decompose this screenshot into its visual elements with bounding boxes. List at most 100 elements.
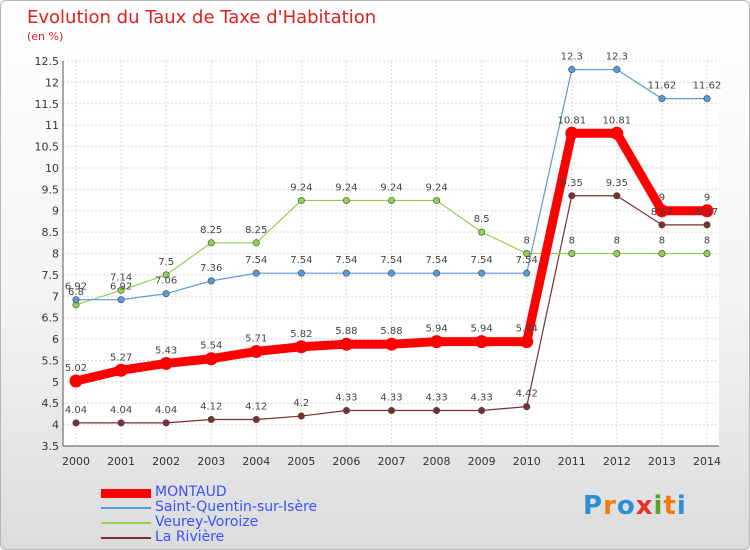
series-point-1 xyxy=(613,66,621,74)
series-point-1 xyxy=(207,277,215,285)
series-point-0 xyxy=(475,335,489,349)
data-label-0: 5.94 xyxy=(471,324,493,335)
series-point-3 xyxy=(72,419,80,427)
data-label-2: 7.5 xyxy=(158,257,174,268)
data-label-2: 8.25 xyxy=(200,225,222,236)
series-point-2 xyxy=(613,250,621,258)
series-point-1 xyxy=(433,269,441,277)
y-tick-label: 12.5 xyxy=(35,55,60,68)
data-label-2: 8 xyxy=(659,236,665,247)
x-tick-label: 2002 xyxy=(152,455,180,468)
data-label-0: 9 xyxy=(659,193,665,204)
series-point-0 xyxy=(114,363,128,377)
series-point-0 xyxy=(610,126,624,140)
data-label-3: 4.04 xyxy=(110,405,132,416)
data-label-0: 10.81 xyxy=(557,115,586,126)
series-point-2 xyxy=(297,196,305,204)
series-point-0 xyxy=(69,374,83,388)
data-label-2: 8 xyxy=(569,236,575,247)
y-tick-label: 10 xyxy=(45,162,59,175)
y-tick-label: 8 xyxy=(52,248,59,261)
y-tick-label: 6.5 xyxy=(42,312,60,325)
series-point-1 xyxy=(658,95,666,103)
series-point-0 xyxy=(430,335,444,349)
data-label-3: 8.67 xyxy=(651,207,673,218)
series-point-0 xyxy=(520,335,534,349)
x-tick-label: 2007 xyxy=(378,455,406,468)
data-label-2: 8 xyxy=(614,236,620,247)
series-point-3 xyxy=(433,406,441,414)
y-tick-label: 6 xyxy=(52,333,59,346)
data-label-3: 4.33 xyxy=(380,392,402,403)
data-label-2: 9.24 xyxy=(290,182,312,193)
data-label-2: 6.8 xyxy=(68,287,84,298)
x-tick-label: 2006 xyxy=(332,455,360,468)
series-point-0 xyxy=(565,126,579,140)
series-point-3 xyxy=(658,221,666,229)
series-point-0 xyxy=(294,340,308,354)
series-point-2 xyxy=(478,228,486,236)
series-point-1 xyxy=(703,95,711,103)
x-tick-label: 2008 xyxy=(423,455,451,468)
data-label-1: 7.54 xyxy=(335,255,357,266)
data-label-1: 11.62 xyxy=(693,81,722,92)
data-label-2: 8.25 xyxy=(245,225,267,236)
data-label-0: 9 xyxy=(704,193,710,204)
data-label-0: 5.43 xyxy=(155,345,177,356)
legend-label: Veurey-Voroize xyxy=(155,514,259,530)
series-point-2 xyxy=(568,250,576,258)
proxiti-logo: Proxiti xyxy=(583,491,687,521)
series-point-3 xyxy=(297,412,305,420)
data-label-0: 5.94 xyxy=(425,324,447,335)
data-label-0: 5.88 xyxy=(335,326,357,337)
data-label-3: 4.33 xyxy=(335,392,357,403)
data-label-1: 11.62 xyxy=(648,81,677,92)
series-point-2 xyxy=(433,196,441,204)
data-label-3: 4.04 xyxy=(155,405,177,416)
series-point-2 xyxy=(162,271,170,279)
legend-swatch xyxy=(101,488,151,498)
y-tick-label: 5 xyxy=(52,376,59,389)
legend-swatch xyxy=(101,522,151,524)
data-label-1: 12.3 xyxy=(606,52,628,63)
data-label-2: 7.14 xyxy=(110,272,132,283)
series-point-1 xyxy=(117,296,125,304)
series-point-1 xyxy=(72,296,80,304)
series-point-2 xyxy=(207,239,215,247)
series-point-2 xyxy=(658,250,666,258)
series-point-3 xyxy=(478,406,486,414)
data-label-1: 7.54 xyxy=(290,255,312,266)
data-label-3: 4.12 xyxy=(245,401,267,412)
data-label-0: 5.54 xyxy=(200,341,222,352)
series-point-3 xyxy=(342,406,350,414)
data-label-1: 6.92 xyxy=(110,282,132,293)
legend-swatch xyxy=(101,537,151,539)
x-tick-label: 2004 xyxy=(242,455,270,468)
data-label-2: 8 xyxy=(704,236,710,247)
series-point-2 xyxy=(117,286,125,294)
data-label-3: 4.33 xyxy=(425,392,447,403)
data-label-0: 5.82 xyxy=(290,329,312,340)
legend-swatch xyxy=(101,507,151,509)
chart-subtitle: (en %) xyxy=(27,30,64,43)
data-label-3: 4.12 xyxy=(200,401,222,412)
series-point-0 xyxy=(385,337,398,351)
series-point-1 xyxy=(297,269,305,277)
data-label-3: 4.33 xyxy=(471,392,493,403)
series-point-3 xyxy=(162,419,170,427)
data-label-1: 7.54 xyxy=(471,255,493,266)
series-point-2 xyxy=(252,239,260,247)
series-point-2 xyxy=(387,196,395,204)
data-label-1: 7.54 xyxy=(380,255,402,266)
series-point-1 xyxy=(523,269,531,277)
data-label-2: 9.24 xyxy=(425,182,447,193)
series-point-2 xyxy=(342,196,350,204)
x-tick-label: 2014 xyxy=(693,455,721,468)
y-tick-label: 11 xyxy=(45,119,59,132)
data-label-1: 7.54 xyxy=(245,255,267,266)
y-tick-label: 8.5 xyxy=(42,226,60,239)
chart-title: Evolution du Taux de Taxe d'Habitation xyxy=(27,7,377,28)
data-label-2: 8 xyxy=(524,236,530,247)
series-point-1 xyxy=(568,66,576,74)
